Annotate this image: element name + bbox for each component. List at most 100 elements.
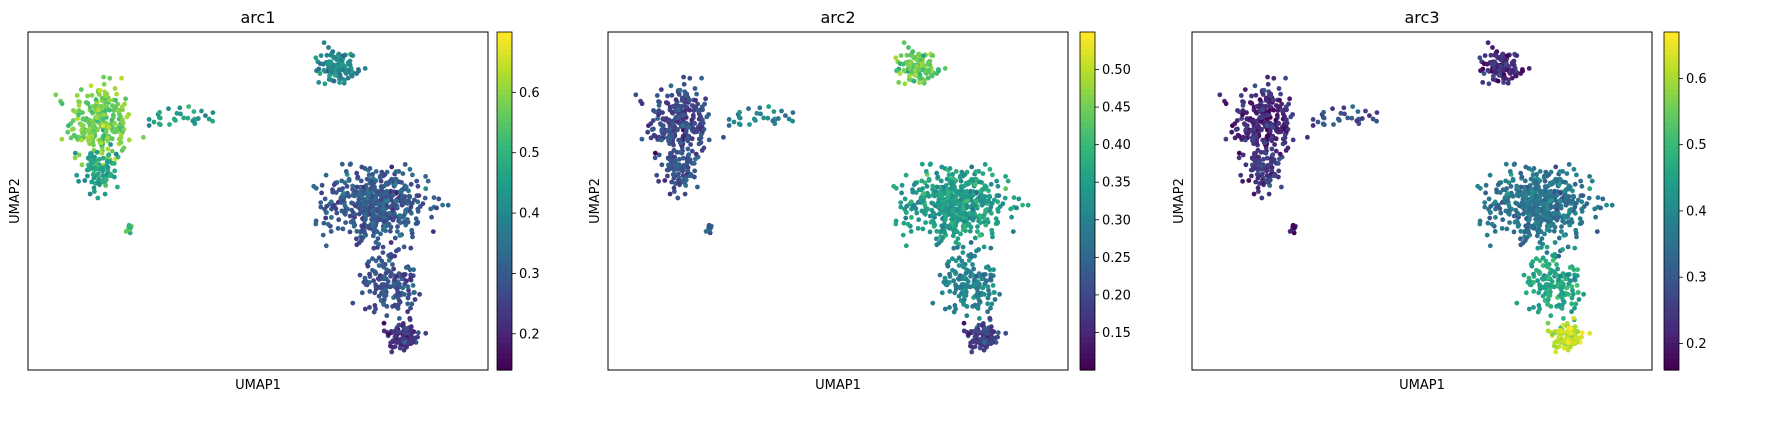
colorbar-segment	[1080, 82, 1095, 89]
data-point	[92, 189, 97, 194]
data-point	[1503, 178, 1509, 184]
data-point	[919, 75, 924, 81]
data-point	[992, 297, 998, 302]
data-point	[674, 149, 680, 155]
data-point	[1492, 60, 1497, 66]
data-point	[1514, 300, 1520, 306]
colorbar-segment	[1664, 324, 1679, 332]
data-point	[400, 321, 406, 326]
data-point	[1310, 117, 1316, 122]
y-axis-label: UMAP2	[1172, 178, 1187, 224]
data-point	[952, 290, 958, 296]
data-point	[753, 118, 758, 123]
colorbar-segment	[497, 296, 512, 303]
data-point	[410, 234, 415, 240]
data-point	[987, 267, 993, 273]
data-point	[1567, 265, 1573, 270]
data-point	[914, 210, 920, 216]
data-point	[686, 124, 692, 130]
x-axis-label: UMAP1	[815, 378, 861, 393]
data-point	[1492, 229, 1498, 234]
data-point	[1240, 134, 1246, 140]
data-point	[972, 182, 978, 187]
data-point	[1564, 321, 1570, 326]
data-point	[1497, 72, 1502, 78]
axes-frame	[607, 31, 1069, 371]
data-point	[675, 195, 681, 201]
data-point	[1530, 223, 1536, 229]
data-point	[680, 173, 686, 178]
data-point	[1270, 124, 1276, 130]
data-point	[362, 66, 368, 71]
data-point	[908, 229, 914, 234]
data-point	[676, 171, 681, 177]
data-point	[1514, 53, 1520, 58]
colorbar-segment	[1664, 308, 1679, 315]
data-point	[1478, 68, 1483, 74]
data-point	[770, 118, 776, 124]
data-point	[971, 202, 977, 208]
data-point	[1277, 151, 1283, 157]
data-point	[656, 103, 662, 108]
data-point	[676, 181, 682, 186]
data-point	[400, 329, 406, 335]
data-point	[1487, 172, 1493, 178]
colorbar-segment	[1080, 257, 1095, 264]
data-point	[340, 226, 346, 232]
data-point	[964, 313, 970, 319]
data-point	[345, 75, 351, 81]
data-point	[911, 78, 917, 84]
data-point	[1233, 127, 1239, 132]
colorbar-segment	[497, 319, 512, 326]
data-point	[402, 162, 408, 167]
data-point	[960, 227, 966, 233]
data-point	[673, 97, 679, 103]
data-point	[392, 302, 398, 308]
data-point	[1292, 225, 1297, 231]
data-point	[85, 155, 91, 161]
data-point	[321, 67, 327, 73]
data-point	[972, 253, 978, 259]
data-point	[112, 168, 118, 174]
data-point	[680, 116, 686, 121]
data-point	[109, 136, 115, 142]
data-point	[1271, 107, 1277, 113]
data-point	[894, 68, 899, 74]
data-point	[1598, 205, 1603, 211]
data-point	[915, 226, 921, 231]
data-point	[423, 330, 429, 336]
data-point	[1600, 196, 1606, 202]
data-point	[1338, 110, 1344, 116]
data-point	[692, 86, 698, 91]
data-point	[94, 149, 100, 155]
data-point	[1530, 259, 1536, 265]
data-point	[1240, 108, 1246, 113]
colorbar-segment	[1664, 268, 1679, 275]
data-point	[1321, 115, 1327, 121]
colorbar-segment	[1664, 161, 1679, 168]
data-point	[1217, 92, 1223, 98]
data-point	[1581, 291, 1586, 297]
data-point	[691, 161, 697, 166]
data-point	[68, 135, 74, 141]
data-point	[1554, 207, 1560, 212]
data-point	[670, 119, 676, 125]
data-point	[928, 219, 934, 225]
data-point	[677, 156, 682, 162]
colorbar-segment	[497, 262, 512, 270]
data-point	[667, 138, 673, 144]
data-point	[394, 286, 400, 291]
colorbar-segment	[497, 240, 512, 247]
data-point	[689, 148, 695, 154]
data-point	[400, 215, 406, 220]
colorbar-segment	[1080, 172, 1095, 180]
data-point	[1305, 134, 1310, 140]
data-point	[375, 201, 381, 207]
data-point	[402, 281, 408, 287]
data-point	[1539, 216, 1544, 222]
data-point	[1238, 172, 1244, 178]
colorbar-segment	[1080, 274, 1095, 281]
data-point	[963, 180, 969, 186]
data-point	[942, 275, 948, 281]
data-point	[919, 161, 925, 167]
